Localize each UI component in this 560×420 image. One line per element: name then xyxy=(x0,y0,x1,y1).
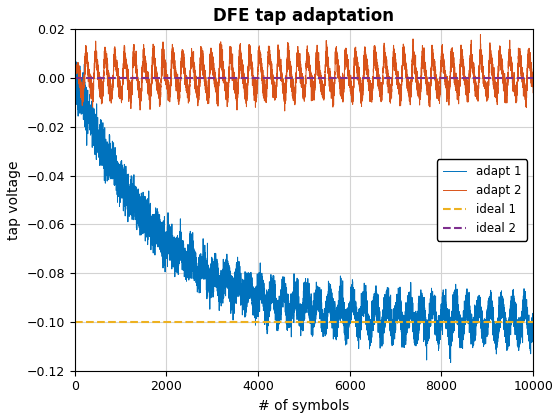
adapt 2 xyxy=(73,65,80,70)
ideal 1 xyxy=(71,320,78,325)
adapt 2 xyxy=(477,32,484,37)
adapt 1 xyxy=(296,302,302,307)
ideal 1 xyxy=(72,320,78,325)
adapt 2 xyxy=(99,91,105,96)
ideal 2 xyxy=(72,76,78,81)
adapt 2 xyxy=(281,108,288,113)
adapt 1 xyxy=(99,139,105,144)
Title: DFE tap adaptation: DFE tap adaptation xyxy=(213,7,394,25)
adapt 1 xyxy=(73,87,80,92)
adapt 1 xyxy=(90,135,97,140)
adapt 1 xyxy=(71,70,78,75)
ideal 2 xyxy=(71,76,78,81)
Legend: adapt 1, adapt 2, ideal 1, ideal 2: adapt 1, adapt 2, ideal 1, ideal 2 xyxy=(437,159,527,241)
Y-axis label: tap voltage: tap voltage xyxy=(7,160,21,240)
adapt 2 xyxy=(530,90,536,95)
adapt 1 xyxy=(506,317,512,322)
X-axis label: # of symbols: # of symbols xyxy=(258,399,349,413)
adapt 2 xyxy=(161,62,168,67)
adapt 2 xyxy=(296,61,302,66)
Line: adapt 1: adapt 1 xyxy=(74,62,533,362)
Line: adapt 2: adapt 2 xyxy=(74,34,533,111)
adapt 1 xyxy=(447,360,454,365)
adapt 1 xyxy=(161,240,168,245)
adapt 2 xyxy=(71,76,78,81)
adapt 1 xyxy=(530,314,536,319)
adapt 1 xyxy=(72,59,78,64)
adapt 2 xyxy=(506,55,512,60)
adapt 2 xyxy=(90,81,97,86)
